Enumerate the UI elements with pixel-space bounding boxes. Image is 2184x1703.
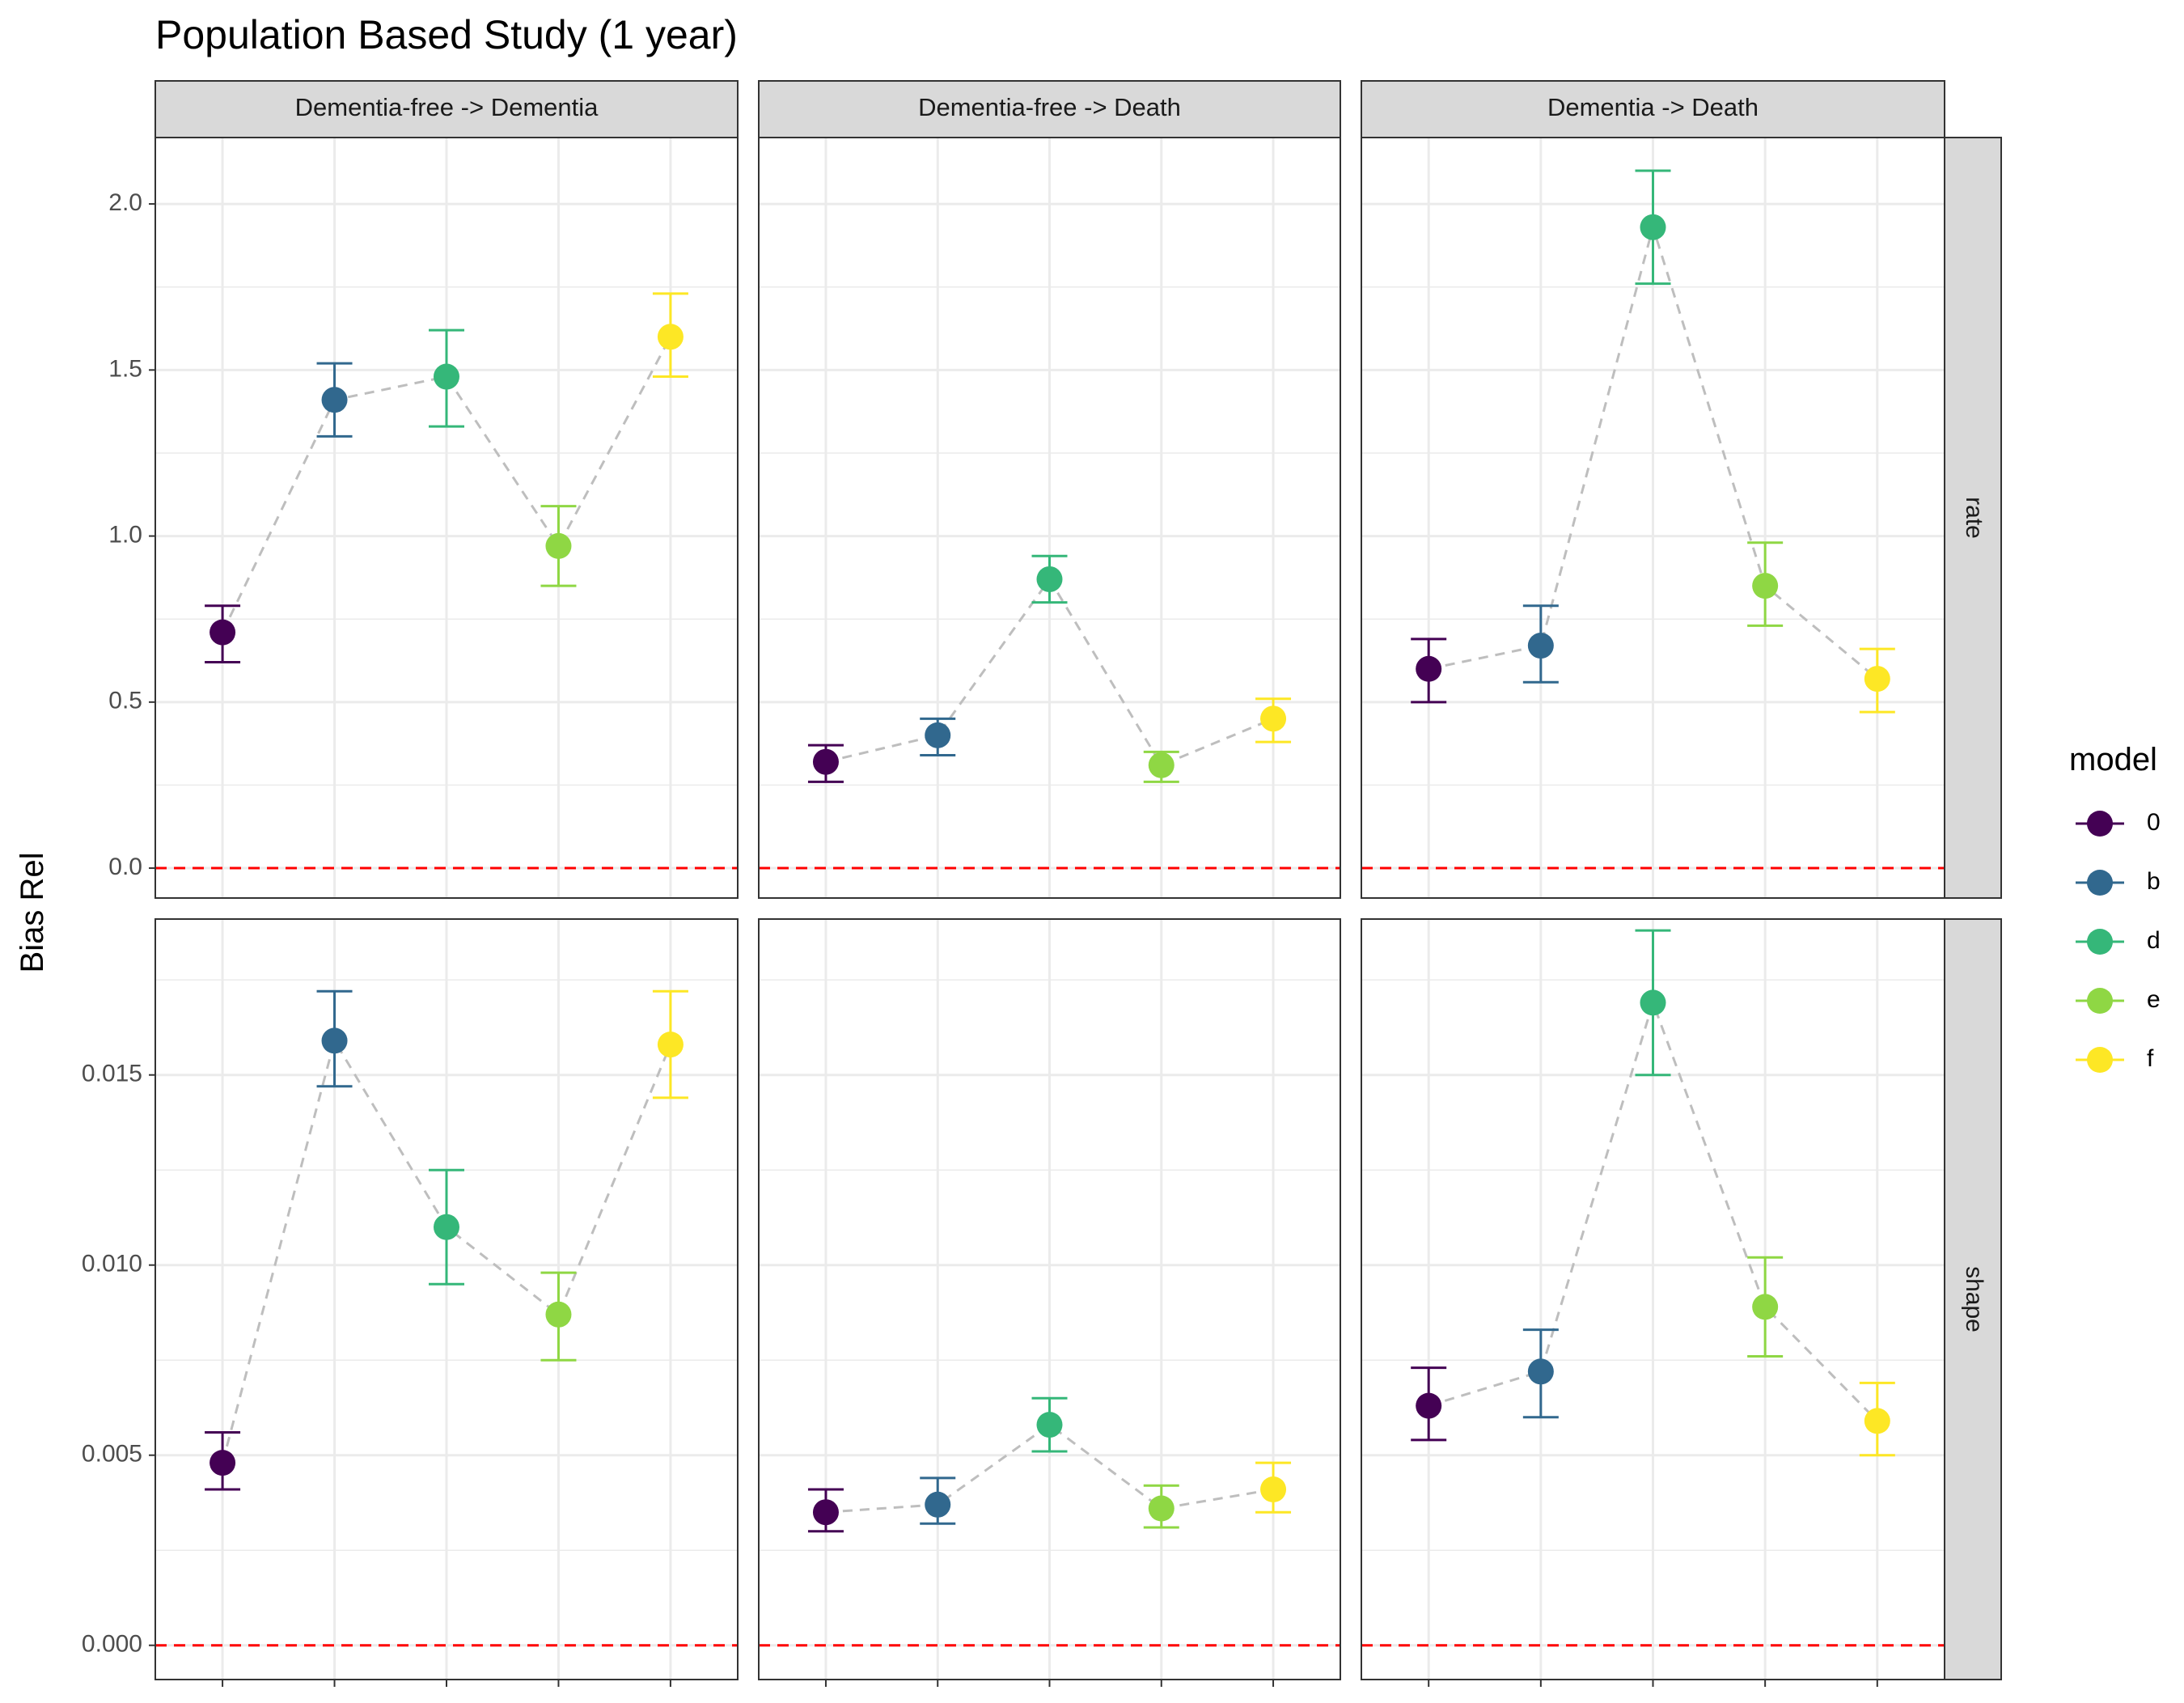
legend-label: f	[2147, 1045, 2154, 1072]
data-point	[321, 387, 348, 413]
data-point	[1416, 655, 1442, 682]
data-point	[812, 1499, 839, 1526]
y-tick-label: 0.015	[82, 1061, 142, 1087]
legend-label: b	[2147, 868, 2161, 895]
y-tick-label: 0.5	[108, 688, 142, 714]
legend: model 0 b d e f	[2069, 742, 2161, 1073]
data-point	[1752, 573, 1779, 599]
data-point	[1148, 1495, 1175, 1522]
row-strip-label: shape	[1961, 1266, 1987, 1332]
data-point	[1752, 1294, 1779, 1320]
data-point	[210, 619, 236, 646]
data-point	[1527, 1358, 1554, 1385]
data-point	[1640, 989, 1666, 1016]
legend-label: d	[2147, 927, 2161, 954]
connector-line	[221, 336, 672, 633]
data-point	[1864, 666, 1890, 693]
y-tick-label: 0.0	[108, 854, 142, 880]
legend-key-point	[2087, 811, 2113, 837]
y-tick-label: 0.000	[82, 1631, 142, 1658]
legend-label: e	[2147, 986, 2161, 1013]
data-point	[545, 1301, 572, 1328]
facet-panels: rate 0.0 0.5 1.0 1.5 2.0 shape 0.000 0.005 0.010 0…	[82, 80, 2002, 1687]
data-point	[812, 748, 839, 775]
data-point	[925, 1491, 951, 1518]
data-point	[1260, 1476, 1287, 1502]
chart-title: Population Based Study (1 year)	[155, 12, 738, 57]
row-strip-label: rate	[1961, 497, 1987, 539]
column-strip-label: Dementia -> Death	[1547, 93, 1759, 121]
column-strip	[758, 80, 1341, 138]
connector-line	[825, 1423, 1274, 1514]
y-tick-label: 0.010	[82, 1251, 142, 1277]
data-point	[210, 1450, 236, 1476]
data-point	[657, 1032, 684, 1058]
legend-key-point	[2087, 1047, 2113, 1073]
legend-label: 0	[2147, 809, 2161, 836]
legend-key-point	[2087, 988, 2113, 1014]
data-point	[1036, 1412, 1063, 1438]
column-strip-label: Dementia-free -> Death	[918, 93, 1181, 121]
data-point	[1036, 566, 1063, 592]
column-strip	[154, 80, 739, 138]
data-point	[1260, 705, 1287, 732]
column-strip	[1361, 80, 1945, 138]
y-tick-label: 2.0	[108, 189, 142, 216]
column-strip-label: Dementia-free -> Dementia	[295, 93, 599, 121]
y-tick-label: 0.005	[82, 1441, 142, 1468]
data-point	[434, 1214, 459, 1240]
legend-title: model	[2069, 742, 2157, 777]
legend-key-point	[2087, 929, 2113, 955]
data-point	[657, 324, 684, 350]
y-tick-label: 1.5	[108, 355, 142, 382]
data-point	[434, 363, 459, 390]
data-point	[1864, 1408, 1890, 1434]
legend-key-point	[2087, 870, 2113, 896]
data-point	[545, 532, 572, 559]
data-point	[1640, 214, 1666, 240]
row-strip-rate	[1944, 137, 2002, 899]
data-point	[321, 1027, 348, 1054]
data-point	[1416, 1392, 1442, 1419]
data-point	[925, 722, 951, 748]
y-tick-label: 1.0	[108, 521, 142, 548]
data-point	[1148, 752, 1175, 778]
data-point	[1527, 633, 1554, 659]
y-axis-label: Bias Rel	[15, 853, 50, 973]
row-strip-shape	[1944, 918, 2002, 1680]
